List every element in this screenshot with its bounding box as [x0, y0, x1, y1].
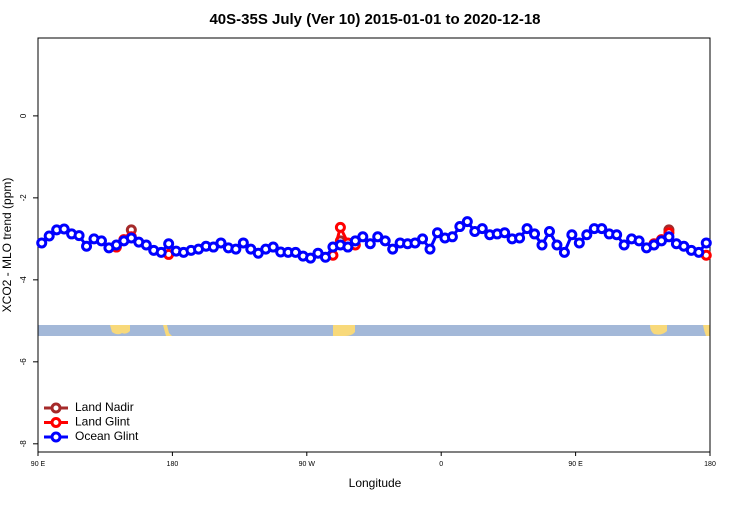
y-tick-label: -6 — [19, 358, 28, 366]
data-point — [237, 237, 249, 249]
data-point — [230, 243, 242, 255]
data-point — [267, 241, 279, 253]
data-point — [431, 227, 443, 239]
x-tick-label: 180 — [704, 461, 716, 468]
data-point — [618, 239, 630, 251]
data-point — [446, 231, 458, 243]
legend-item: Ocean Glint — [44, 429, 139, 443]
x-tick-label: 0 — [439, 461, 443, 468]
data-point — [700, 237, 712, 249]
data-point — [334, 221, 346, 233]
data-point — [342, 241, 354, 253]
data-point — [95, 235, 107, 247]
y-axis-label: XCO2 - MLO trend (ppm) — [0, 178, 14, 313]
data-point — [461, 216, 473, 228]
data-point — [596, 223, 608, 235]
legend-marker — [50, 431, 62, 443]
x-tick-label: 90 E — [568, 461, 583, 468]
legend-item: Land Nadir — [44, 400, 134, 414]
y-tick-label: -4 — [19, 276, 28, 284]
data-point — [357, 231, 369, 243]
legend-label: Land Glint — [75, 415, 130, 429]
data-point — [573, 237, 585, 249]
data-point — [558, 246, 570, 258]
chart-title: 40S-35S July (Ver 10) 2015-01-01 to 2020… — [209, 11, 540, 28]
data-point — [379, 235, 391, 247]
data-point — [163, 238, 175, 250]
data-point — [611, 229, 623, 241]
legend-label: Land Nadir — [75, 400, 134, 414]
data-point — [521, 223, 533, 235]
data-point — [155, 246, 167, 258]
data-point — [364, 238, 376, 250]
data-point — [58, 223, 70, 235]
data-point — [529, 228, 541, 240]
data-point — [693, 246, 705, 258]
data-point — [476, 223, 488, 235]
data-point — [73, 230, 85, 242]
data-point — [581, 229, 593, 241]
data-point — [305, 252, 317, 264]
data-point — [215, 237, 227, 249]
data-point — [663, 231, 675, 243]
data-point — [36, 237, 48, 249]
legend-marker — [50, 417, 62, 428]
x-axis-label: Longitude — [349, 476, 402, 490]
data-point — [499, 227, 511, 239]
data-point — [387, 243, 399, 255]
data-point — [566, 229, 578, 241]
map-band — [38, 325, 710, 336]
legend-label: Ocean Glint — [75, 429, 139, 443]
x-tick-label: 90 E — [31, 461, 46, 468]
x-tick-label: 90 W — [299, 461, 316, 468]
data-point — [424, 243, 436, 255]
data-point — [81, 240, 93, 252]
data-point — [319, 251, 331, 263]
legend-marker — [50, 402, 62, 414]
data-point — [43, 230, 55, 242]
data-point — [536, 239, 548, 251]
data-point — [140, 239, 152, 251]
y-tick-label: 0 — [19, 113, 28, 118]
data-point — [514, 232, 526, 244]
x-tick-label: 180 — [167, 461, 179, 468]
y-tick-label: -8 — [19, 440, 28, 448]
data-point — [454, 221, 466, 233]
legend-item: Land Glint — [44, 415, 130, 429]
data-point — [633, 235, 645, 247]
y-tick-label: -2 — [19, 194, 28, 202]
data-point — [551, 239, 563, 251]
data-point — [543, 225, 555, 237]
data-point — [417, 233, 429, 245]
